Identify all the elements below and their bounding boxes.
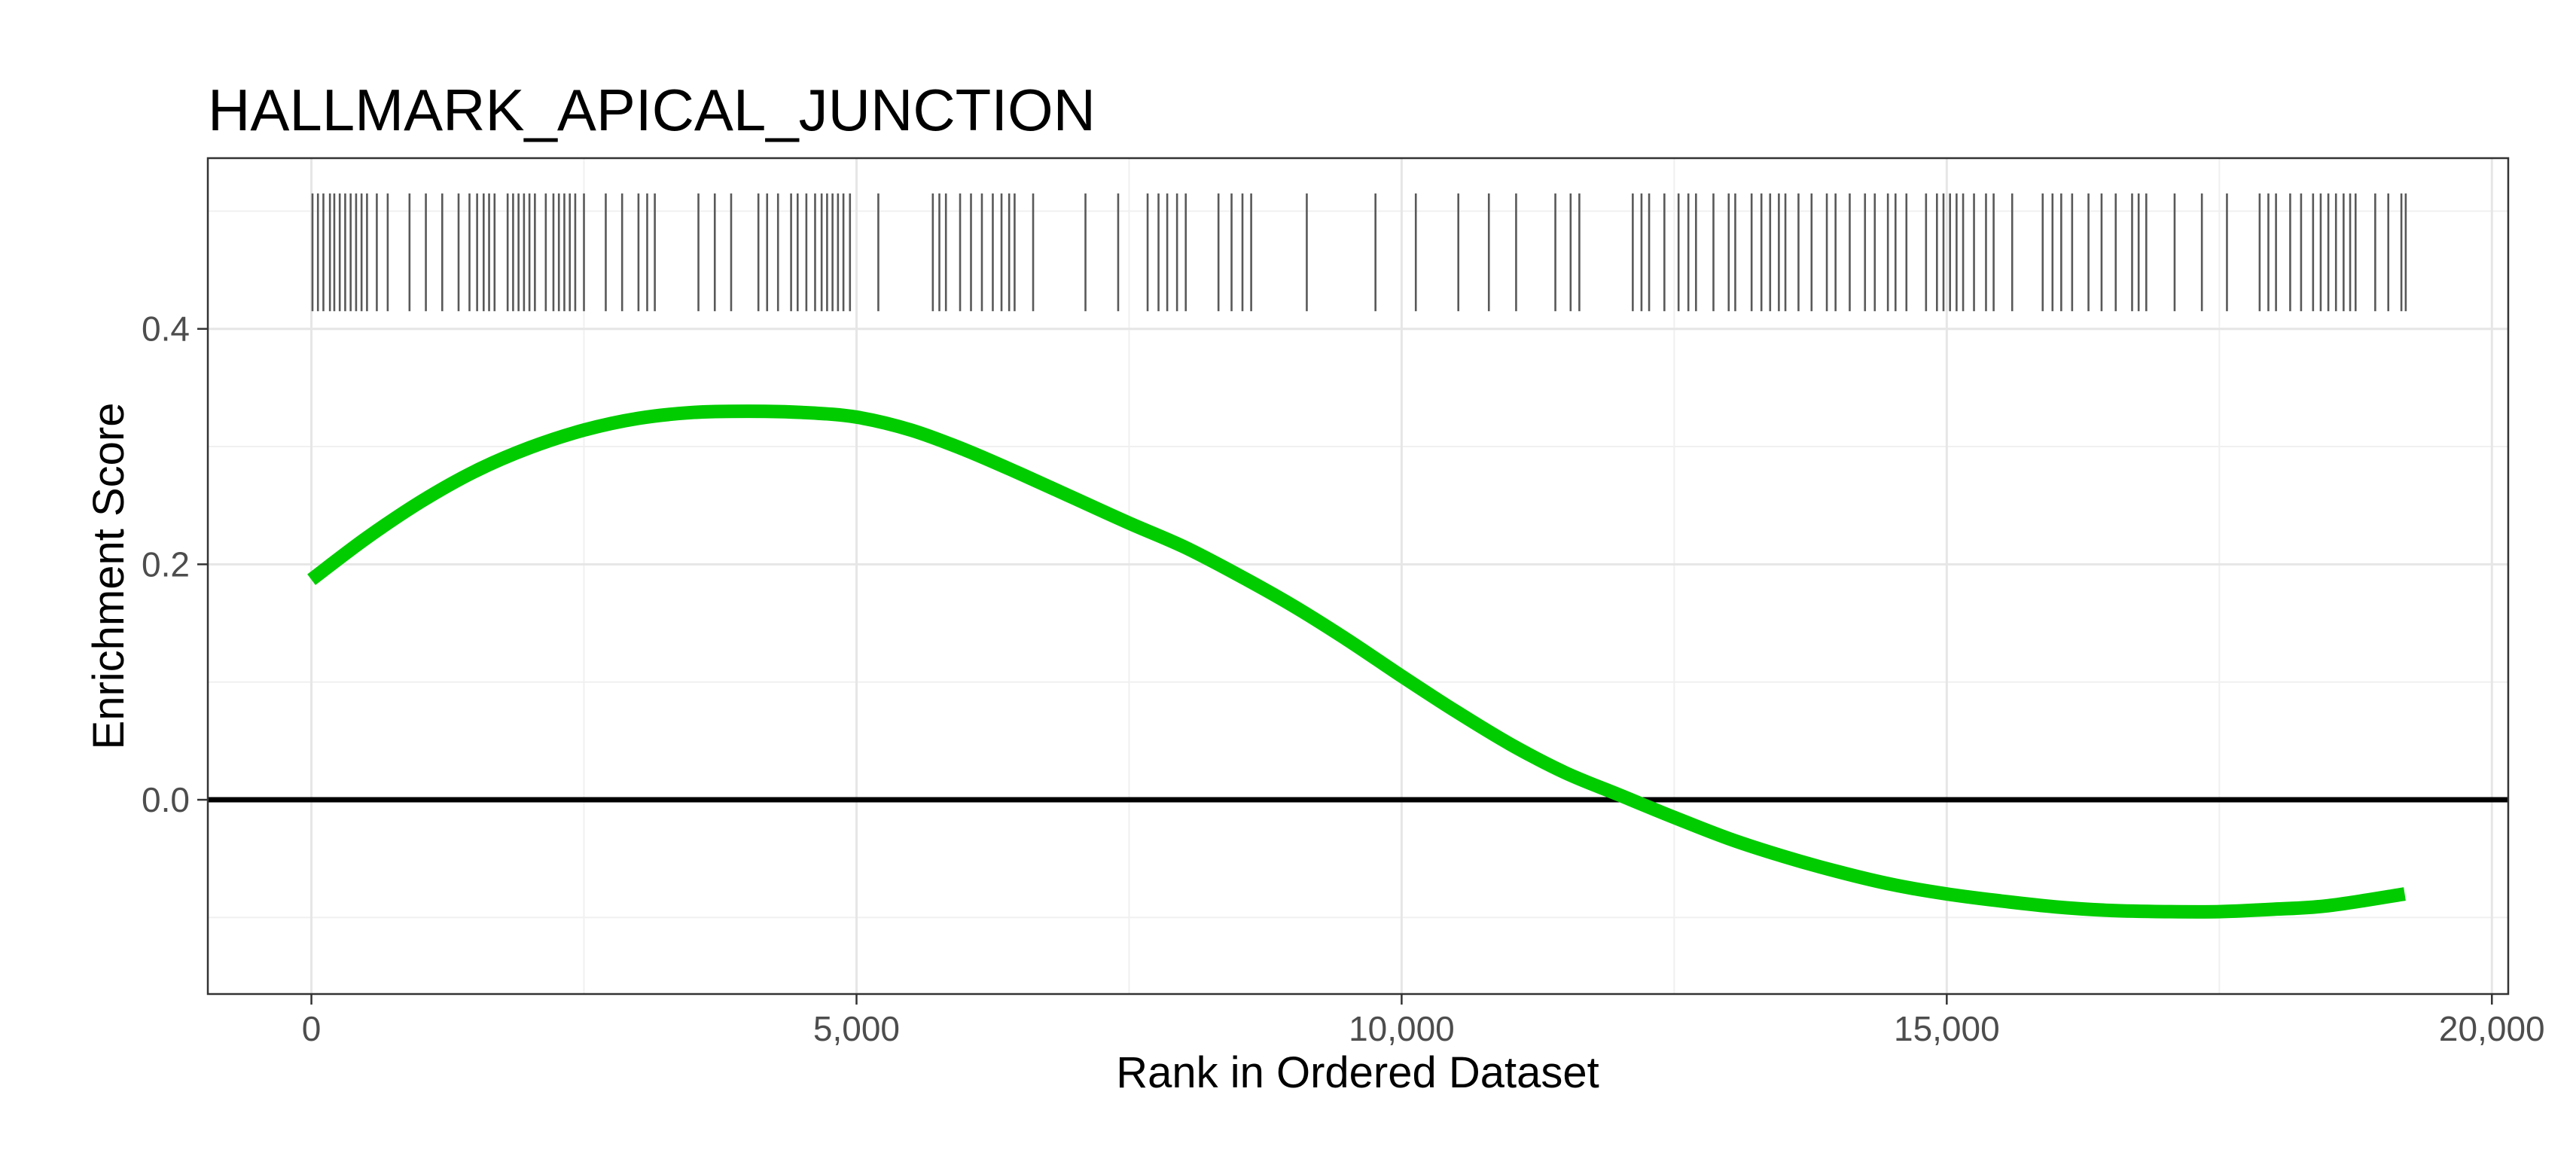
x-tick-label: 20,000 xyxy=(2439,1009,2545,1048)
chart-title: HALLMARK_APICAL_JUNCTION xyxy=(208,77,1096,143)
y-tick-label: 0.2 xyxy=(142,544,190,584)
x-axis: 0 5,000 10,000 15,000 20,000 xyxy=(302,994,2545,1048)
y-tick-label: 0.4 xyxy=(142,310,190,349)
x-tick-label: 15,000 xyxy=(1894,1009,2000,1048)
enrichment-score-curve xyxy=(307,404,2406,919)
x-tick-label: 10,000 xyxy=(1349,1009,1455,1048)
gene-hit-marks xyxy=(311,193,2407,312)
x-tick-label: 0 xyxy=(302,1009,322,1048)
y-axis: 0.0 0.2 0.4 xyxy=(142,310,208,819)
y-tick-label: 0.0 xyxy=(142,780,190,819)
x-tick-label: 5,000 xyxy=(813,1009,900,1048)
y-axis-title: Enrichment Score xyxy=(84,403,133,750)
panel-border xyxy=(206,157,2510,996)
x-axis-title: Rank in Ordered Dataset xyxy=(1116,1048,1599,1097)
panel-background xyxy=(208,158,2508,994)
